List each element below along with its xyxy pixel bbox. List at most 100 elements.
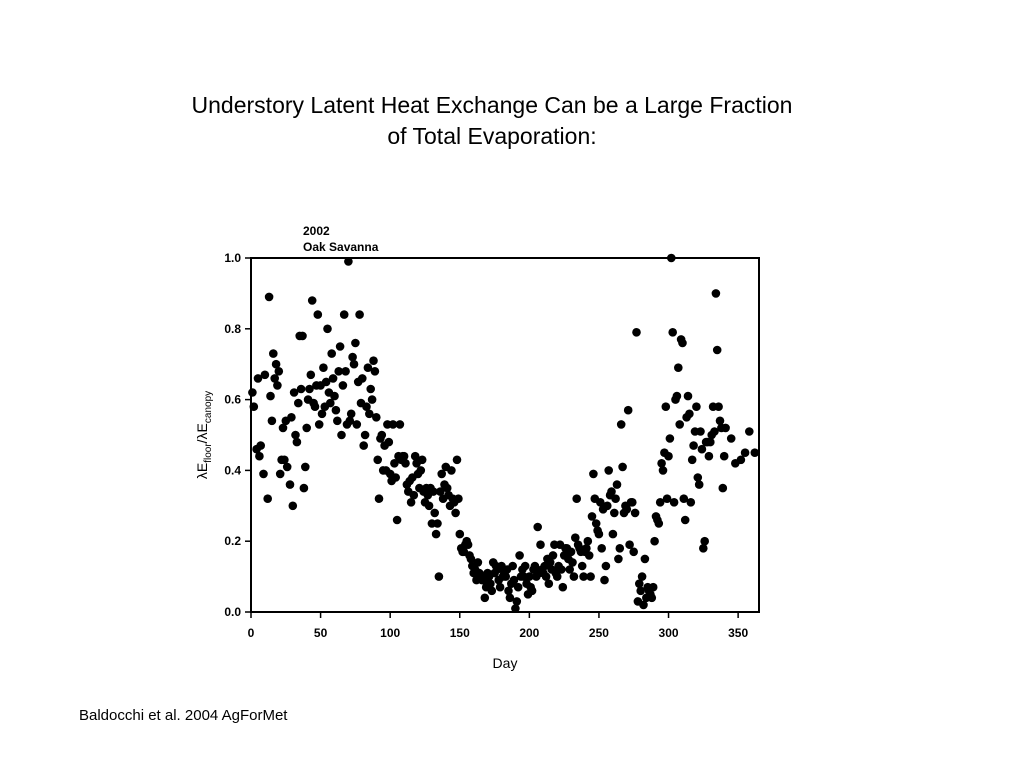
data-point xyxy=(579,572,588,581)
data-point xyxy=(434,572,444,581)
data-point xyxy=(339,310,349,319)
data-point xyxy=(359,441,369,450)
data-point xyxy=(351,338,360,348)
data-point xyxy=(298,331,307,341)
data-point xyxy=(675,420,684,429)
data-point xyxy=(640,554,650,564)
data-point xyxy=(270,374,280,383)
data-point xyxy=(511,604,520,613)
data-point xyxy=(480,593,490,603)
data-point xyxy=(433,519,442,528)
data-point xyxy=(740,448,750,458)
data-point xyxy=(369,356,378,366)
data-point xyxy=(363,363,373,373)
data-point xyxy=(374,494,384,504)
data-point xyxy=(447,466,456,475)
data-point xyxy=(306,370,316,380)
data-point xyxy=(416,466,426,475)
data-point xyxy=(548,551,558,560)
data-point xyxy=(388,420,398,429)
data-point xyxy=(672,391,682,401)
data-point xyxy=(255,451,264,461)
data-point xyxy=(501,572,511,581)
data-point xyxy=(608,529,618,539)
data-point xyxy=(664,451,673,461)
data-point xyxy=(669,498,679,507)
y-tick-label: 0.8 xyxy=(224,322,241,336)
data-point xyxy=(273,381,282,390)
data-point xyxy=(726,434,736,443)
citation: Baldocchi et al. 2004 AgForMet xyxy=(79,707,288,724)
data-point xyxy=(661,402,671,412)
data-point xyxy=(712,345,722,355)
data-point xyxy=(569,572,579,581)
data-point xyxy=(372,413,381,422)
data-point xyxy=(291,430,300,440)
data-point xyxy=(334,367,344,376)
data-point xyxy=(614,554,623,564)
data-point xyxy=(310,402,320,412)
slide-title-line-2: of Total Evaporation: xyxy=(387,123,597,149)
data-point xyxy=(509,575,519,585)
data-point xyxy=(278,423,288,433)
data-point xyxy=(317,409,327,419)
data-point xyxy=(301,462,310,472)
data-point xyxy=(323,324,332,334)
data-point xyxy=(607,487,616,496)
data-point xyxy=(520,561,530,571)
x-tick-label: 200 xyxy=(519,626,539,640)
data-point xyxy=(665,434,675,443)
data-point xyxy=(635,579,644,588)
data-point xyxy=(431,529,441,539)
data-point xyxy=(313,310,323,319)
data-point xyxy=(657,459,666,468)
data-point xyxy=(704,451,714,461)
data-point xyxy=(319,363,328,373)
data-point xyxy=(487,586,497,596)
data-point xyxy=(360,430,370,440)
data-point xyxy=(285,480,295,489)
data-point xyxy=(587,512,597,521)
data-point xyxy=(486,579,495,588)
data-point xyxy=(694,480,704,489)
data-point xyxy=(267,416,277,426)
data-point xyxy=(429,487,438,496)
data-point xyxy=(692,402,701,412)
data-point xyxy=(495,582,505,592)
x-tick-label: 350 xyxy=(728,626,748,640)
data-point xyxy=(296,384,306,394)
data-point xyxy=(654,519,664,528)
x-tick-label: 250 xyxy=(589,626,609,640)
data-point xyxy=(260,370,270,380)
data-point xyxy=(696,427,705,436)
data-point xyxy=(366,384,376,394)
data-point xyxy=(321,377,331,387)
data-point xyxy=(373,455,383,465)
x-tick-label: 300 xyxy=(659,626,679,640)
data-point xyxy=(582,544,591,553)
data-point xyxy=(512,597,522,606)
data-point xyxy=(650,536,659,546)
data-point xyxy=(392,515,402,525)
data-point xyxy=(377,430,387,440)
data-point xyxy=(401,459,410,468)
data-point xyxy=(566,547,576,557)
data-point xyxy=(622,505,632,514)
data-point xyxy=(662,494,672,504)
data-point xyxy=(365,409,374,419)
y-axis-title-e-1: E xyxy=(194,463,210,472)
data-point xyxy=(584,551,594,560)
data-point xyxy=(625,540,634,549)
data-point xyxy=(333,416,342,426)
data-point xyxy=(710,427,719,436)
data-point xyxy=(331,405,341,415)
data-point xyxy=(358,374,367,383)
data-point xyxy=(527,586,537,596)
data-point xyxy=(610,508,619,518)
data-point xyxy=(282,462,292,472)
data-point xyxy=(256,441,266,450)
data-point xyxy=(409,490,419,500)
data-point xyxy=(668,328,677,337)
data-point xyxy=(586,572,595,581)
